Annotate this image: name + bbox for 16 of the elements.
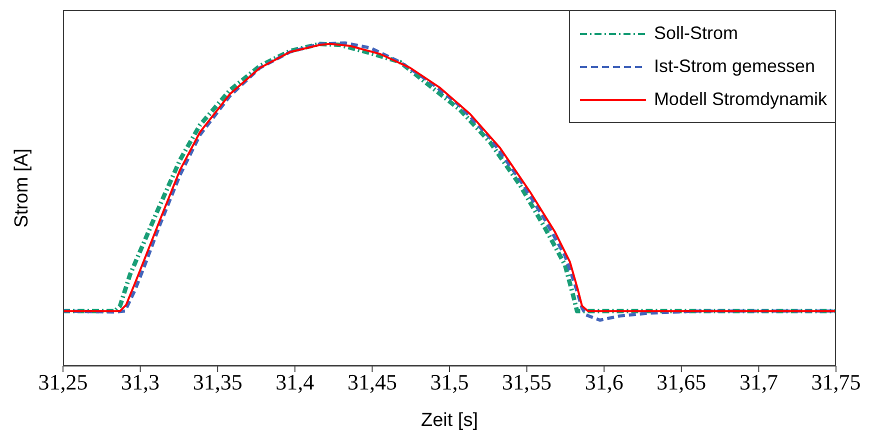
x-tick-label: 31,5 — [430, 370, 469, 395]
x-tick-label: 31,3 — [121, 370, 160, 395]
x-tick-label: 31,7 — [739, 370, 778, 395]
x-tick-label: 31,6 — [584, 370, 624, 395]
y-axis-title: Strom [A] — [12, 148, 34, 228]
x-tick-label: 31,45 — [347, 370, 397, 395]
x-tick-label: 31,25 — [38, 370, 88, 395]
x-tick-label: 31,4 — [276, 370, 314, 395]
x-tick-label: 31,35 — [192, 370, 242, 395]
x-tick-label: 31,75 — [811, 370, 861, 395]
x-tick-label: 31,65 — [656, 370, 706, 395]
legend-label: Soll-Strom — [654, 23, 739, 44]
legend-label: Ist-Strom gemessen — [654, 56, 816, 77]
x-axis-title: Zeit [s] — [420, 410, 478, 431]
x-tick-label: 31,55 — [502, 370, 552, 395]
legend-label: Modell Stromdynamik — [654, 89, 827, 110]
